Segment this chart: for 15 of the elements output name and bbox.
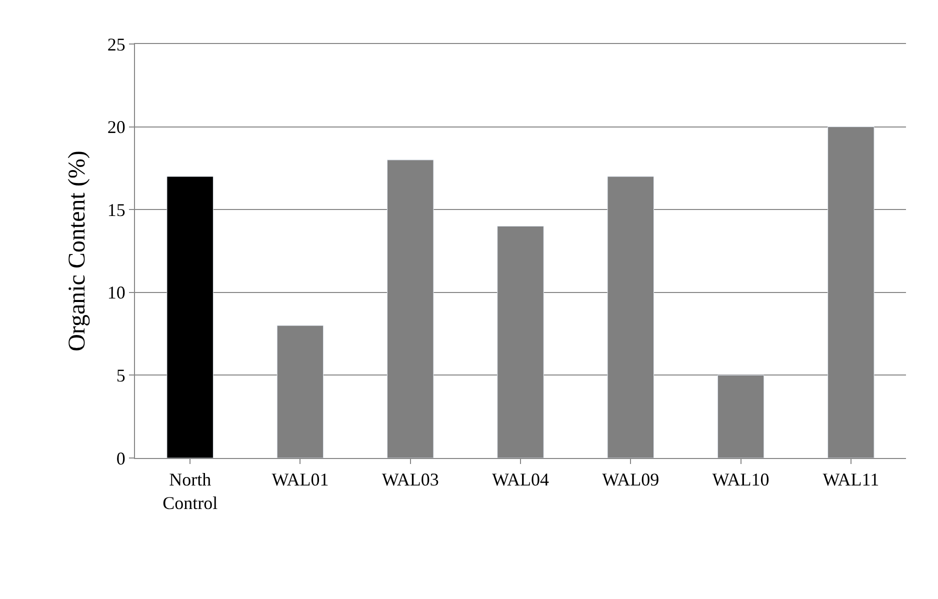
x-tick-label: WAL10 <box>712 470 770 490</box>
bar <box>166 176 214 458</box>
y-tick-label: 20 <box>107 117 126 138</box>
x-tick-label: WAL04 <box>492 470 549 490</box>
y-axis-title: Organic Content (%) <box>64 150 90 352</box>
x-tick-label: North Control <box>162 470 218 513</box>
x-tick-label: WAL03 <box>382 470 439 490</box>
y-tick-label: 10 <box>107 282 126 303</box>
y-tick-label: 5 <box>116 366 126 386</box>
y-tick-label: 0 <box>116 448 126 468</box>
y-tick-label: 25 <box>107 34 126 54</box>
x-tick-label: WAL01 <box>272 470 329 490</box>
x-tick-label: WAL11 <box>822 470 880 490</box>
x-tick-label: WAL09 <box>602 470 660 490</box>
y-tick-label: 15 <box>107 200 126 220</box>
